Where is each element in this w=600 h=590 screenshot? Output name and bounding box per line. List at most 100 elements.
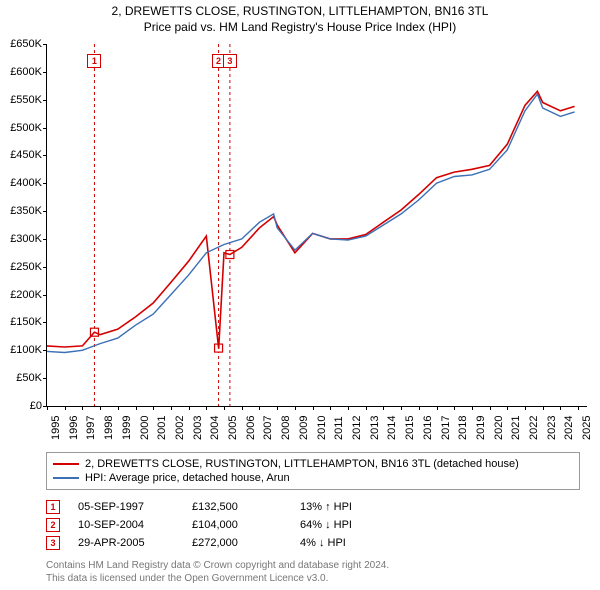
sale-marker-1: 1 — [87, 54, 101, 68]
y-tick-mark — [43, 378, 47, 379]
y-tick-mark — [43, 72, 47, 73]
y-tick-label: £50K — [16, 372, 42, 384]
sales-date: 10-SEP-2004 — [78, 519, 174, 531]
x-tick-label: 2010 — [316, 416, 328, 440]
x-tick-label: 2020 — [493, 416, 505, 440]
y-tick-label: £600K — [10, 66, 42, 78]
x-tick-label: 1997 — [85, 416, 97, 440]
legend-label: 2, DREWETTS CLOSE, RUSTINGTON, LITTLEHAM… — [85, 458, 519, 470]
footer-line2: This data is licensed under the Open Gov… — [46, 573, 580, 586]
sales-table: 105-SEP-1997£132,50013% ↑ HPI210-SEP-200… — [46, 498, 580, 552]
x-tick-mark — [224, 406, 225, 410]
y-tick-mark — [43, 350, 47, 351]
footer-line1: Contains HM Land Registry data © Crown c… — [46, 560, 580, 573]
x-tick-mark — [189, 406, 190, 410]
x-tick-mark — [47, 406, 48, 410]
x-tick-label: 2004 — [209, 416, 221, 440]
sales-hpi: 4% ↓ HPI — [300, 537, 346, 549]
x-tick-mark — [472, 406, 473, 410]
x-tick-mark — [560, 406, 561, 410]
x-tick-label: 2024 — [563, 416, 575, 440]
x-tick-mark — [525, 406, 526, 410]
x-tick-label: 2006 — [245, 416, 257, 440]
x-tick-label: 2023 — [546, 416, 558, 440]
sales-hpi: 64% ↓ HPI — [300, 519, 352, 531]
y-tick-label: £250K — [10, 261, 42, 273]
x-tick-mark — [82, 406, 83, 410]
y-tick-label: £200K — [10, 289, 42, 301]
x-tick-mark — [348, 406, 349, 410]
legend: 2, DREWETTS CLOSE, RUSTINGTON, LITTLEHAM… — [46, 452, 580, 490]
x-tick-label: 2018 — [457, 416, 469, 440]
x-tick-label: 1999 — [121, 416, 133, 440]
x-tick-label: 2011 — [333, 416, 345, 440]
x-tick-mark — [490, 406, 491, 410]
x-tick-label: 2007 — [262, 416, 274, 440]
x-tick-mark — [171, 406, 172, 410]
x-tick-label: 1995 — [50, 416, 62, 440]
x-tick-mark — [383, 406, 384, 410]
x-tick-label: 2002 — [174, 416, 186, 440]
y-tick-label: £150K — [10, 316, 42, 328]
sales-num: 3 — [46, 536, 60, 550]
series-hpi — [47, 94, 575, 352]
x-tick-mark — [543, 406, 544, 410]
footer: Contains HM Land Registry data © Crown c… — [46, 560, 580, 585]
x-tick-label: 2014 — [386, 416, 398, 440]
x-tick-mark — [454, 406, 455, 410]
x-tick-mark — [401, 406, 402, 410]
legend-row: HPI: Average price, detached house, Arun — [53, 471, 573, 485]
y-tick-label: £0 — [30, 400, 42, 412]
sales-date: 29-APR-2005 — [78, 537, 174, 549]
x-tick-mark — [437, 406, 438, 410]
y-tick-mark — [43, 211, 47, 212]
y-tick-mark — [43, 239, 47, 240]
chart-titles: 2, DREWETTS CLOSE, RUSTINGTON, LITTLEHAM… — [0, 0, 600, 35]
x-tick-mark — [419, 406, 420, 410]
title-line2: Price paid vs. HM Land Registry's House … — [0, 20, 600, 36]
x-tick-mark — [65, 406, 66, 410]
x-tick-label: 2013 — [369, 416, 381, 440]
x-tick-mark — [578, 406, 579, 410]
x-tick-label: 2017 — [440, 416, 452, 440]
x-tick-mark — [100, 406, 101, 410]
sales-hpi: 13% ↑ HPI — [300, 501, 352, 513]
sales-num: 1 — [46, 500, 60, 514]
y-tick-mark — [43, 44, 47, 45]
series-price_paid — [47, 91, 575, 348]
y-tick-label: £550K — [10, 94, 42, 106]
y-tick-mark — [43, 100, 47, 101]
sale-marker-3: 3 — [223, 54, 237, 68]
y-tick-mark — [43, 267, 47, 268]
sales-row: 2 10-SEP-2004 £104,000 64% ↓ HPI — [46, 516, 580, 534]
x-tick-label: 2015 — [404, 416, 416, 440]
sales-price: £104,000 — [192, 519, 282, 531]
y-tick-mark — [43, 183, 47, 184]
sales-num: 2 — [46, 518, 60, 532]
sales-row: 329-APR-2005£272,0004% ↓ HPI — [46, 534, 580, 552]
x-tick-label: 2005 — [227, 416, 239, 440]
plot-area: 123 — [46, 44, 587, 407]
y-tick-label: £100K — [10, 344, 42, 356]
y-tick-mark — [43, 128, 47, 129]
x-tick-label: 1996 — [68, 416, 80, 440]
x-tick-label: 2001 — [156, 416, 168, 440]
y-tick-mark — [43, 322, 47, 323]
x-tick-mark — [136, 406, 137, 410]
y-tick-label: £450K — [10, 149, 42, 161]
x-tick-label: 2016 — [422, 416, 434, 440]
x-tick-label: 2021 — [510, 416, 522, 440]
x-tick-label: 2025 — [581, 416, 593, 440]
chart-container: { "title_line1": "2, DREWETTS CLOSE, RUS… — [0, 0, 600, 590]
sales-date: 05-SEP-1997 — [78, 501, 174, 513]
y-tick-mark — [43, 295, 47, 296]
legend-row: 2, DREWETTS CLOSE, RUSTINGTON, LITTLEHAM… — [53, 457, 573, 471]
x-tick-mark — [366, 406, 367, 410]
x-tick-mark — [330, 406, 331, 410]
y-tick-label: £500K — [10, 122, 42, 134]
x-tick-mark — [259, 406, 260, 410]
y-tick-label: £400K — [10, 177, 42, 189]
x-tick-mark — [507, 406, 508, 410]
y-tick-label: £650K — [10, 38, 42, 50]
x-tick-label: 2008 — [280, 416, 292, 440]
